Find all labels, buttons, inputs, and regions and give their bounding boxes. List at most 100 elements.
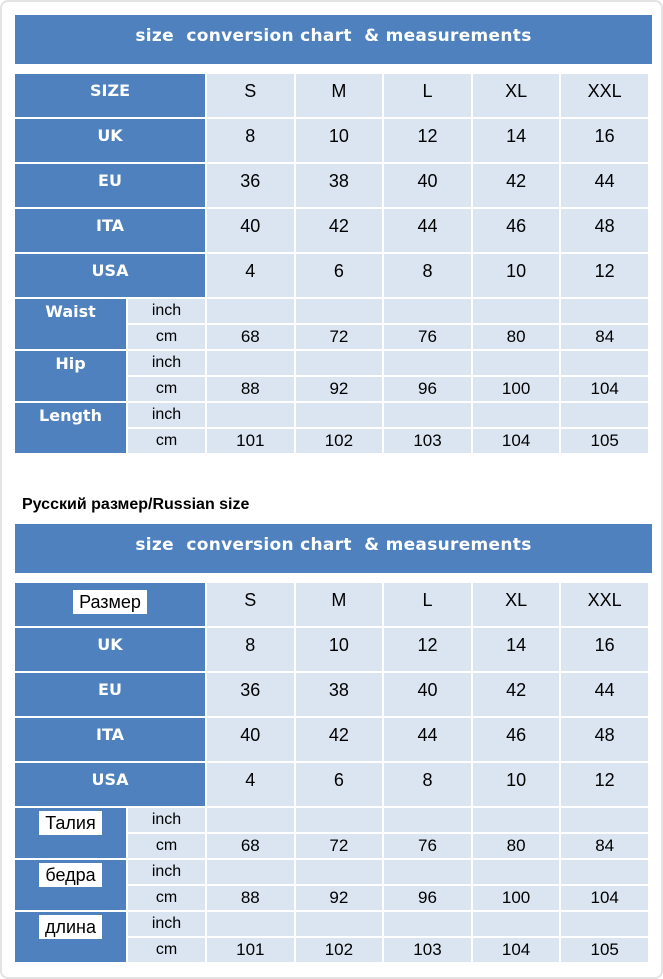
size-value-cell: 12 (384, 119, 471, 162)
label-highlight-box: бедра (39, 863, 102, 887)
table-row: ITA 40 42 44 46 48 (15, 718, 648, 761)
measurement-value-cell (207, 808, 294, 832)
measurement-value-cell (472, 351, 560, 375)
size-value-cell: 10 (472, 763, 560, 806)
size-value-cell: 8 (384, 763, 471, 806)
measurement-value-cell: 105 (561, 938, 648, 962)
measurement-value-cell (561, 912, 648, 936)
measurement-value-cell (295, 860, 383, 884)
measurement-label-cell: Length (15, 403, 126, 453)
size-value-cell: 38 (295, 673, 383, 716)
size-value-cell: 16 (561, 628, 648, 671)
size-value-cell: 44 (384, 209, 471, 252)
unit-label-cm: cm (128, 886, 205, 910)
size-value-cell: 12 (561, 254, 648, 297)
size-value-cell: 14 (472, 628, 560, 671)
measurement-label-cell: длина (15, 912, 126, 962)
measurement-value-cell: 68 (207, 834, 294, 858)
measurement-inch-row: Талия inch (15, 808, 648, 858)
measurement-inch-row: длина inch (15, 912, 648, 962)
measurement-value-cell (561, 351, 648, 375)
size-value-cell: L (384, 74, 471, 117)
row-label-cell: USA (15, 254, 206, 297)
measurement-inch-row: бедра inch (15, 860, 648, 910)
unit-label-cm: cm (128, 834, 205, 858)
measurement-value-cell (295, 912, 383, 936)
measurement-value-cell: 68 (207, 325, 294, 349)
unit-label-inch: inch (128, 351, 206, 375)
measurement-value-cell (295, 351, 383, 375)
measurement-value-cell: 100 (472, 377, 560, 401)
measurement-value-cell (207, 860, 294, 884)
unit-label-cm: cm (128, 938, 205, 962)
size-value-cell: 40 (384, 673, 471, 716)
russian-size-chart: size conversion chart & measurements Разм… (15, 524, 652, 964)
measurement-value-cell (561, 299, 648, 323)
measurement-cm-row: cm 68 72 76 80 84 (15, 834, 648, 858)
table-row: UK 8 10 12 14 16 (15, 119, 648, 162)
measurement-value-cell: 96 (384, 886, 471, 910)
size-value-cell: 46 (472, 718, 560, 761)
size-value-cell: 42 (295, 209, 383, 252)
size-value-cell: 6 (295, 254, 383, 297)
size-value-cell: 4 (207, 763, 294, 806)
measurement-value-cell: 92 (295, 886, 383, 910)
table-row: USA 4 6 8 10 12 (15, 763, 648, 806)
table-row: SIZE S M L XL XXL (15, 74, 648, 117)
measurement-value-cell: 92 (295, 377, 383, 401)
measurement-value-cell (207, 403, 294, 427)
measurement-value-cell (472, 403, 560, 427)
measurement-value-cell (561, 860, 648, 884)
size-value-cell: 8 (207, 628, 294, 671)
size-value-cell: 10 (295, 119, 383, 162)
size-value-cell: 44 (384, 718, 471, 761)
table-row: ITA 40 42 44 46 48 (15, 209, 648, 252)
measurement-value-cell (384, 808, 471, 832)
size-value-cell: 42 (472, 673, 560, 716)
size-value-cell: L (384, 583, 471, 626)
measurement-value-cell: 102 (295, 938, 383, 962)
table-row: USA 4 6 8 10 12 (15, 254, 648, 297)
measurement-value-cell (295, 299, 383, 323)
measurement-label-cell: Waist (15, 299, 126, 349)
measurement-label-cell: Hip (15, 351, 126, 401)
measurement-value-cell: 84 (561, 834, 648, 858)
size-value-cell: 4 (207, 254, 294, 297)
size-value-cell: 36 (207, 673, 294, 716)
size-value-cell: 16 (561, 119, 648, 162)
measurement-value-cell: 104 (561, 886, 648, 910)
row-label-cell: Размер (15, 583, 205, 626)
size-value-cell: 44 (561, 673, 648, 716)
table-row: EU 36 38 40 42 44 (15, 164, 648, 207)
size-value-cell: XL (472, 583, 560, 626)
measurement-inch-row: Waist inch (15, 299, 648, 349)
measurement-cm-row: cm 101 102 103 104 105 (15, 429, 648, 453)
measurement-value-cell: 102 (295, 429, 383, 453)
measurement-cm-row: cm 68 72 76 80 84 (15, 325, 648, 349)
international-size-chart-grid: SIZE S M L XL XXL UK 8 10 12 14 16 EU 36 38 40 42 44 ITA 40… (13, 72, 650, 455)
size-value-cell: 48 (561, 209, 648, 252)
measurement-cm-row: cm 88 92 96 100 104 (15, 886, 648, 910)
russian-size-chart-grid: Размер S M L XL XXL UK 8 10 12 14 16 EU 36 38 40 42 44 ITA… (13, 581, 650, 964)
measurement-value-cell: 100 (472, 886, 560, 910)
row-label-cell: ITA (15, 209, 206, 252)
size-value-cell: M (295, 583, 383, 626)
unit-label-inch: inch (128, 403, 206, 427)
unit-label-inch: inch (128, 860, 205, 884)
size-value-cell: S (207, 583, 294, 626)
table-row: UK 8 10 12 14 16 (15, 628, 648, 671)
size-value-cell: 44 (561, 164, 648, 207)
size-value-cell: 36 (207, 164, 294, 207)
size-value-cell: 48 (561, 718, 648, 761)
measurement-value-cell: 103 (384, 938, 471, 962)
measurement-value-cell: 104 (561, 377, 648, 401)
measurement-value-cell: 76 (384, 834, 471, 858)
size-value-cell: 38 (295, 164, 383, 207)
label-highlight-box: длина (38, 915, 102, 939)
row-label-cell: USA (15, 763, 205, 806)
size-value-cell: 46 (472, 209, 560, 252)
measurement-value-cell (384, 299, 471, 323)
measurement-value-cell (207, 912, 294, 936)
table-title: size conversion chart & measurements (15, 15, 652, 64)
